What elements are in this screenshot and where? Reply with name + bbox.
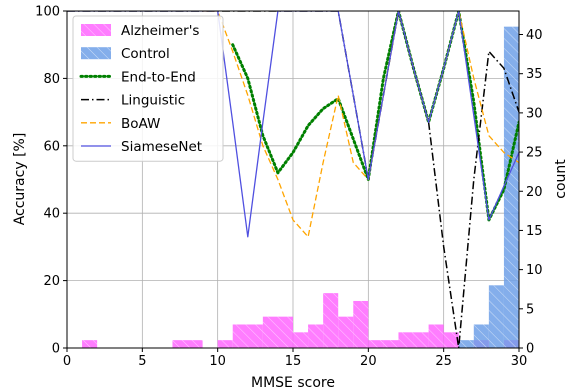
x-tick-label: 10	[209, 354, 226, 369]
hist-bar-hatch	[217, 340, 233, 348]
y-tick-label: 20	[43, 274, 60, 289]
legend-label: Alzheimer's	[121, 23, 199, 39]
legend: Alzheimer's Control End-to-End Linguistic Bo…	[72, 15, 224, 162]
x-axis-label: MMSE score	[251, 375, 335, 391]
hist-bar-hatch	[82, 340, 98, 348]
y2-axis-label: count	[553, 159, 567, 199]
hist-bar-hatch	[413, 332, 429, 348]
y2-tick-label: 10	[526, 263, 543, 278]
histogram-bars	[82, 26, 519, 348]
y-tick-label: 80	[43, 72, 60, 87]
hist-bar-hatch	[262, 316, 293, 348]
x-tick-label: 0	[63, 354, 71, 369]
x-tick-label: 25	[435, 354, 452, 369]
legend-label: BoAW	[121, 116, 160, 132]
hist-bar-hatch	[172, 340, 203, 348]
series-line-end-to-end	[231, 11, 519, 222]
legend-label: Control	[121, 46, 170, 62]
legend-label: End-to-End	[121, 69, 196, 85]
x-tick-label: 15	[285, 354, 302, 369]
x-tick-label: 20	[360, 354, 377, 369]
hist-bar-hatch	[368, 340, 384, 348]
y-tick-label: 0	[52, 342, 60, 357]
hist-bar-hatch	[353, 300, 369, 348]
hist-bar-hatch	[383, 340, 399, 348]
legend-label: Linguistic	[121, 93, 185, 109]
hist-bar-hatch	[443, 332, 459, 348]
legend-swatch-hatch	[81, 47, 111, 60]
legend-label: SiameseNet	[121, 139, 202, 155]
y2-tick-label: 5	[526, 302, 534, 317]
y2-tick-label: 0	[526, 342, 534, 357]
hist-bar-hatch	[232, 324, 263, 348]
y-tick-label: 40	[43, 207, 60, 222]
y2-tick-label: 15	[526, 224, 543, 239]
hist-bar-hatch	[428, 324, 444, 348]
hist-bar-hatch	[293, 332, 309, 348]
x-tick-label: 5	[138, 354, 146, 369]
hist-bar-hatch	[473, 324, 489, 348]
y2-tick-label: 20	[526, 185, 543, 200]
y2-tick-label: 25	[526, 146, 543, 161]
x-tick-label: 30	[511, 354, 528, 369]
legend-swatch-hatch	[81, 24, 111, 36]
hist-bar-hatch	[308, 324, 324, 348]
series-line-boaw	[202, 11, 519, 238]
series-line-siamesenet	[67, 11, 519, 238]
y-axis-label: Accuracy [%]	[12, 133, 28, 226]
y-tick-label: 60	[43, 139, 60, 154]
hist-bar-hatch	[458, 340, 474, 348]
y2-tick-label: 40	[526, 28, 543, 43]
hist-bar-hatch	[488, 285, 504, 348]
hist-bar-hatch	[338, 316, 354, 348]
hist-bar-hatch	[503, 26, 519, 348]
y2-tick-label: 30	[526, 106, 543, 121]
hist-bar-hatch	[323, 293, 339, 348]
hist-bar-hatch	[398, 332, 414, 348]
y-tick-label: 100	[35, 5, 60, 20]
y2-tick-label: 35	[526, 67, 543, 82]
series-lines	[67, 11, 519, 348]
